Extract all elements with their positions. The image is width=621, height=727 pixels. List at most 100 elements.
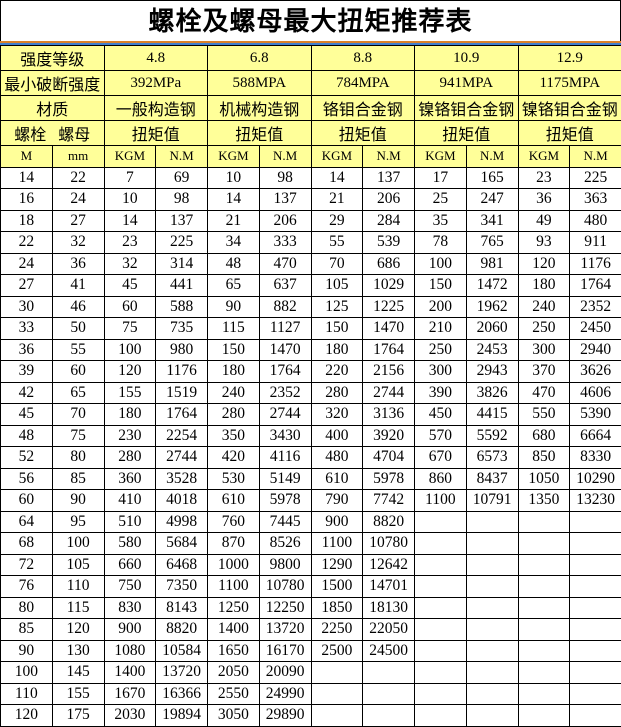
kgm-cell: 900 (104, 619, 156, 641)
kgm-cell: 1400 (208, 619, 260, 641)
nm-cell: 14701 (363, 576, 415, 598)
kgm-cell: 610 (208, 490, 260, 512)
kgm-cell: 105 (311, 275, 363, 297)
nm-cell: 225 (156, 232, 208, 254)
bolt-size-cell: 14 (1, 167, 53, 189)
nm-cell: 225 (570, 167, 621, 189)
nm-cell: 4116 (259, 447, 311, 469)
kgm-cell: 180 (311, 339, 363, 361)
nm-cell: 6573 (466, 447, 518, 469)
nm-cell: 6664 (570, 425, 621, 447)
nm-cell (363, 662, 415, 684)
material-cell: 机械构造钢 (208, 96, 312, 121)
kgm-cell: 280 (311, 382, 363, 404)
kgm-cell: 45 (104, 275, 156, 297)
grade-cell: 8.8 (311, 46, 415, 71)
bolt-nut-label: 螺栓 螺母 (1, 121, 105, 146)
kgm-cell (518, 511, 570, 533)
nm-cell: 314 (156, 253, 208, 275)
nm-cell: 8143 (156, 597, 208, 619)
nm-cell: 882 (259, 296, 311, 318)
nm-cell (570, 683, 621, 705)
kgm-cell (311, 683, 363, 705)
kgm-cell: 14 (104, 210, 156, 232)
strength-cell: 588MPA (208, 71, 312, 96)
nm-cell: 10791 (466, 490, 518, 512)
nut-size-cell: 32 (52, 232, 104, 254)
kgm-cell: 2550 (208, 683, 260, 705)
nm-cell (570, 640, 621, 662)
nm-cell: 1470 (363, 318, 415, 340)
nm-cell (466, 662, 518, 684)
kgm-cell: 860 (415, 468, 467, 490)
kgm-cell: 10 (104, 189, 156, 211)
kgm-cell: 120 (518, 253, 570, 275)
torque-label: 扭矩值 (518, 121, 621, 146)
nm-cell: 1764 (363, 339, 415, 361)
unit-mm: mm (52, 146, 104, 168)
nm-cell: 5592 (466, 425, 518, 447)
nm-cell: 10290 (570, 468, 621, 490)
kgm-cell: 14 (311, 167, 363, 189)
bolt-size-cell: 42 (1, 382, 53, 404)
kgm-cell: 120 (104, 361, 156, 383)
grade-cell: 4.8 (104, 46, 208, 71)
nut-size-cell: 55 (52, 339, 104, 361)
nm-cell: 2450 (570, 318, 621, 340)
nut-size-cell: 50 (52, 318, 104, 340)
kgm-cell: 850 (518, 447, 570, 469)
kgm-cell: 7 (104, 167, 156, 189)
units-row: M mm KGM N.M KGM N.M KGM N.M KGM N.M KGM… (1, 146, 621, 168)
kgm-cell: 760 (208, 511, 260, 533)
bolt-size-cell: 72 (1, 554, 53, 576)
nm-cell: 1176 (570, 253, 621, 275)
nm-cell: 137 (259, 189, 311, 211)
kgm-cell: 32 (104, 253, 156, 275)
grade-cell: 6.8 (208, 46, 312, 71)
nm-cell: 165 (466, 167, 518, 189)
kgm-cell: 78 (415, 232, 467, 254)
nm-cell (570, 662, 621, 684)
kgm-cell: 670 (415, 447, 467, 469)
kgm-cell: 1290 (311, 554, 363, 576)
unit-nm: N.M (259, 146, 311, 168)
nm-cell: 137 (363, 167, 415, 189)
kgm-cell: 1250 (208, 597, 260, 619)
bolt-size-cell: 120 (1, 705, 53, 727)
kgm-cell: 1100 (415, 490, 467, 512)
nm-cell: 539 (363, 232, 415, 254)
bolt-size-cell: 100 (1, 662, 53, 684)
nut-size-cell: 90 (52, 490, 104, 512)
kgm-cell: 48 (208, 253, 260, 275)
nm-cell: 16170 (259, 640, 311, 662)
unit-nm: N.M (570, 146, 621, 168)
kgm-cell: 1080 (104, 640, 156, 662)
nm-cell: 4415 (466, 404, 518, 426)
kgm-cell: 750 (104, 576, 156, 598)
kgm-cell: 470 (518, 382, 570, 404)
nm-cell (466, 640, 518, 662)
nm-cell: 29890 (259, 705, 311, 727)
kgm-cell: 570 (415, 425, 467, 447)
bolt-size-cell: 48 (1, 425, 53, 447)
nm-cell: 911 (570, 232, 621, 254)
nm-cell: 5390 (570, 404, 621, 426)
kgm-cell: 150 (311, 318, 363, 340)
nm-cell: 333 (259, 232, 311, 254)
bolt-size-cell: 76 (1, 576, 53, 598)
kgm-cell (415, 533, 467, 555)
nm-cell (363, 683, 415, 705)
kgm-cell: 100 (104, 339, 156, 361)
kgm-cell (415, 576, 467, 598)
kgm-cell: 240 (208, 382, 260, 404)
kgm-cell: 10 (208, 167, 260, 189)
kgm-cell: 23 (104, 232, 156, 254)
nut-size-cell: 60 (52, 361, 104, 383)
strength-row: 最小破断强度 392MPa 588MPA 784MPA 941MPA 1175M… (1, 71, 621, 96)
nm-cell: 3826 (466, 382, 518, 404)
